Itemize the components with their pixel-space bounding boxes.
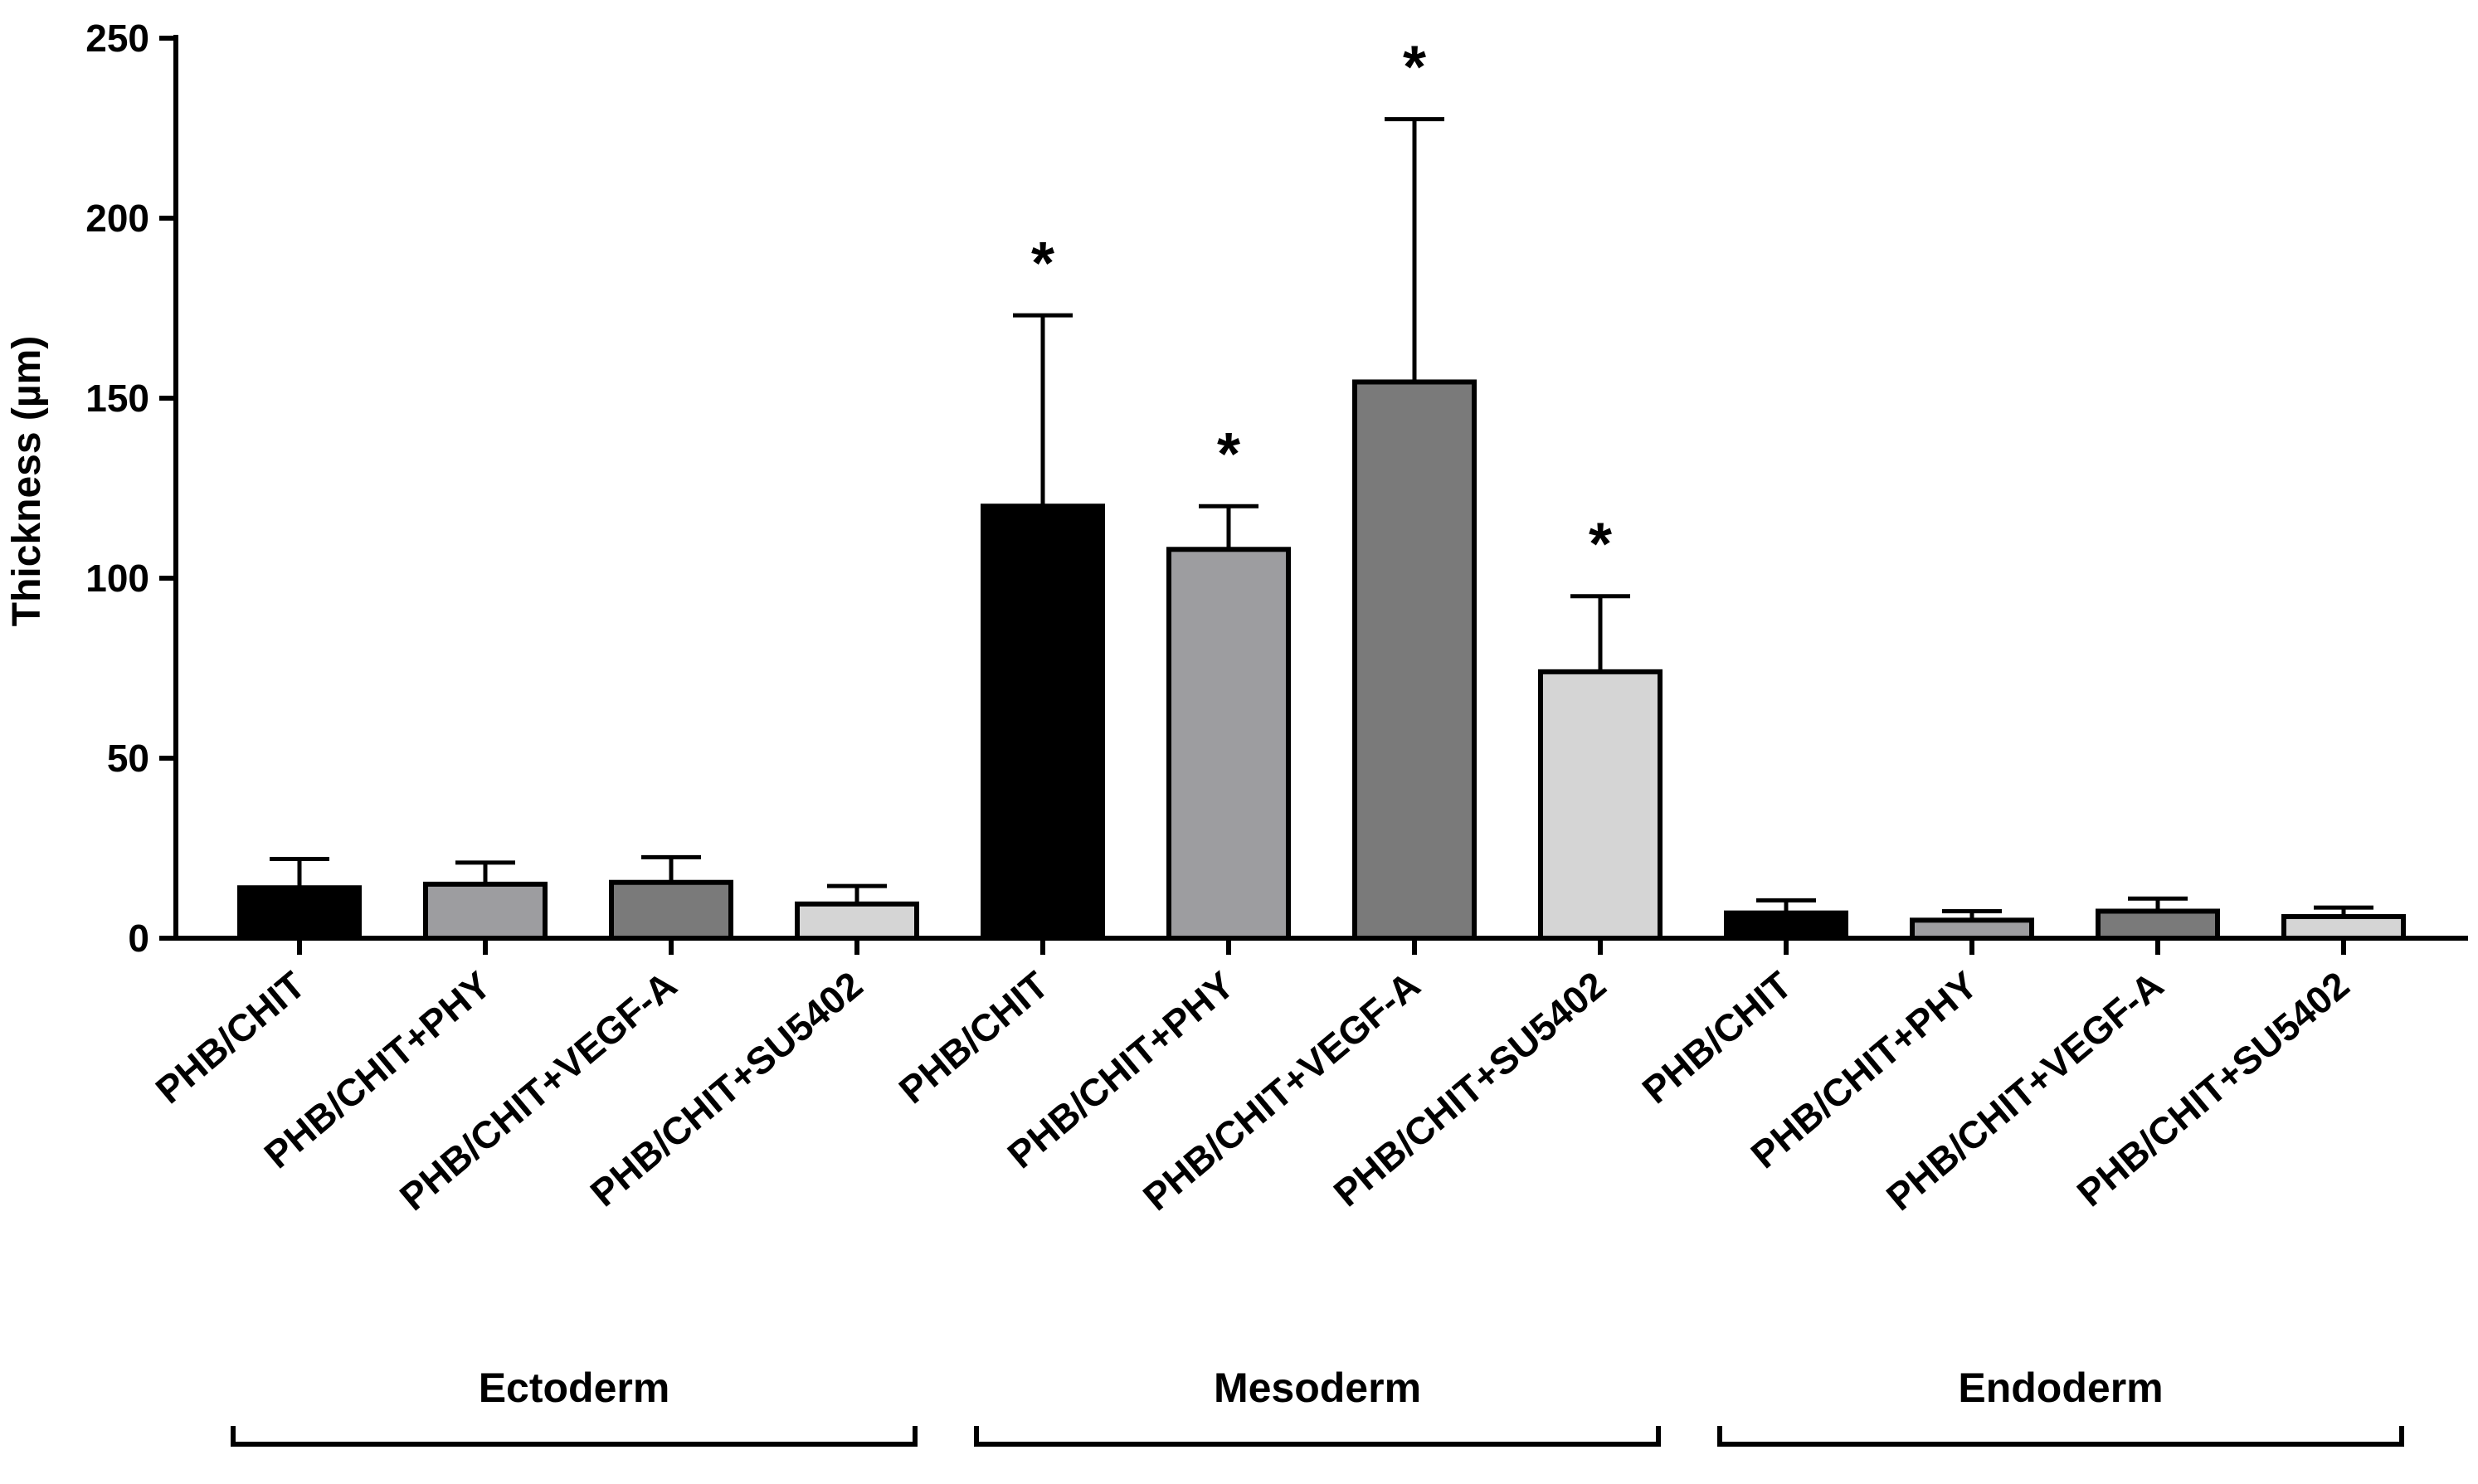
group-labels: Ectoderm Mesoderm Endoderm <box>231 1365 2404 1447</box>
y-tick-label: 250 <box>85 17 149 60</box>
y-tick-label: 0 <box>128 917 149 960</box>
significance-mark: * <box>1031 231 1054 297</box>
chart-bars: * * * * <box>237 35 2406 955</box>
y-tick-label: 50 <box>107 737 149 780</box>
group-label: Endoderm <box>1958 1365 2163 1411</box>
significance-mark: * <box>1589 512 1612 578</box>
bar <box>1724 910 1848 941</box>
y-tick-label: 150 <box>85 377 149 420</box>
y-tick-label: 100 <box>85 557 149 600</box>
bar <box>981 504 1105 941</box>
bar <box>1352 379 1477 941</box>
bar <box>795 901 919 941</box>
bar <box>2281 913 2406 941</box>
bar <box>237 885 362 941</box>
group-bracket <box>1717 1426 2404 1447</box>
bar <box>423 881 548 941</box>
significance-mark: * <box>1217 421 1240 488</box>
bar <box>1166 547 1291 941</box>
bar <box>1910 917 2034 941</box>
bar <box>1538 669 1663 941</box>
y-axis-label: Thickness (µm) <box>5 336 49 626</box>
significance-mark: * <box>1403 35 1426 101</box>
chart-axes: 0 50 100 150 200 250 <box>85 17 2468 960</box>
x-tick-label: PHB/CHIT <box>148 963 314 1112</box>
group-label: Mesoderm <box>1214 1365 1421 1411</box>
y-tick-label: 200 <box>85 197 149 240</box>
group-label: Ectoderm <box>479 1365 670 1411</box>
bar <box>609 879 733 941</box>
group-bracket <box>974 1426 1661 1447</box>
bar <box>2096 908 2220 941</box>
x-tick-label: PHB/CHIT <box>891 963 1057 1112</box>
x-tick-label: PHB/CHIT <box>1634 963 1800 1112</box>
group-bracket <box>231 1426 918 1447</box>
x-tick-labels: PHB/CHITPHB/CHIT+PHYPHB/CHIT+VEGF-APHB/C… <box>148 963 2358 1219</box>
